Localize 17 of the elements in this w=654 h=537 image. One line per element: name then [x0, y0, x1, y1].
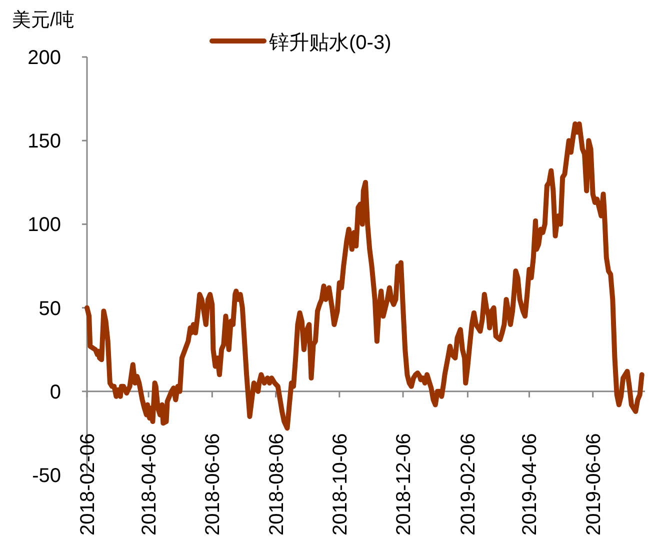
- x-tick-label: 2019-02-06: [458, 433, 480, 536]
- y-tick-label: 50: [38, 298, 61, 320]
- x-tick-label: 2018-02-06: [77, 433, 99, 536]
- y-tick-label: -50: [32, 465, 61, 487]
- x-tick-label: 2018-04-06: [138, 433, 161, 536]
- x-tick-label: 2019-04-06: [519, 433, 542, 536]
- y-tick-label: 100: [28, 214, 61, 236]
- y-tick-label: 0: [50, 381, 61, 404]
- x-tick-label: 2018-12-06: [393, 433, 416, 536]
- y-tick-label: 200: [28, 47, 61, 69]
- x-tick-label: 2019-06-06: [582, 433, 605, 536]
- y-tick-label: 150: [28, 130, 61, 153]
- x-tick-label: 2018-08-06: [266, 433, 288, 536]
- x-tick-label: 2018-06-06: [202, 433, 224, 536]
- legend-label: 锌升贴水(0-3): [268, 32, 392, 54]
- y-axis-title: 美元/吨: [12, 9, 74, 31]
- x-tick-label: 2018-10-06: [329, 433, 352, 536]
